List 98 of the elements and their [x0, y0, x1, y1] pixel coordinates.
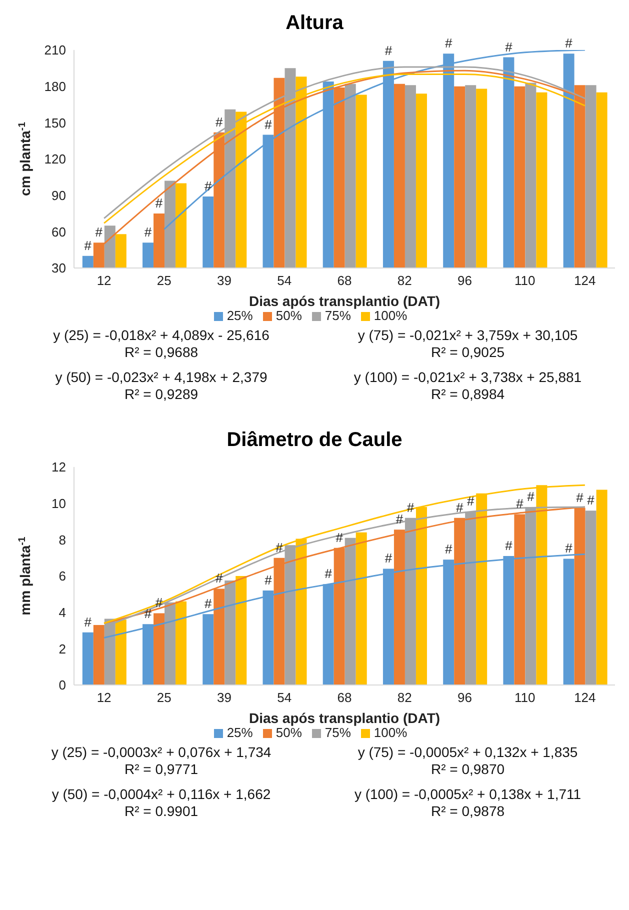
- data-label: #: [444, 36, 453, 51]
- data-label: #: [384, 42, 393, 58]
- x-tick-label: 124: [574, 273, 596, 288]
- data-label: #: [384, 550, 393, 566]
- data-label: #: [336, 530, 344, 545]
- y-tick-label: 90: [52, 188, 66, 203]
- bar: [224, 580, 236, 685]
- x-tick-label: 54: [277, 690, 292, 706]
- y-tick-label: 8: [58, 532, 66, 548]
- x-tick-label: 39: [217, 273, 232, 288]
- data-label: #: [587, 492, 596, 508]
- x-tick-label: 68: [337, 273, 352, 288]
- data-label: #: [324, 566, 333, 582]
- legend-label: 75%: [324, 725, 351, 740]
- y-tick-label: 210: [44, 42, 66, 58]
- bar: [344, 538, 356, 685]
- bar: [356, 532, 367, 685]
- text: R² = 0,9878: [430, 803, 506, 820]
- bar: [176, 601, 187, 685]
- text: y (25) = -0,0003x² + 0,076x + 1,734: [50, 744, 272, 761]
- text: R² = 0,9025: [430, 344, 506, 361]
- bar: [82, 632, 94, 685]
- data-label: #: [466, 494, 475, 509]
- data-label: #: [516, 496, 524, 512]
- text: R² = 0,8984: [430, 386, 506, 403]
- x-tick-label: 110: [514, 273, 536, 288]
- x-tick-label: 110: [514, 690, 536, 706]
- y-tick-label: 150: [44, 115, 66, 130]
- data-label: #: [565, 36, 574, 51]
- y-tick-label: 60: [52, 224, 66, 240]
- data-label: #: [505, 39, 514, 54]
- data-label: #: [204, 596, 213, 612]
- x-tick-label: 12: [96, 273, 112, 288]
- legend-label: 25%: [226, 725, 253, 740]
- data-label: #: [216, 570, 224, 586]
- data-label: #: [576, 490, 584, 505]
- y-tick-label: 120: [44, 152, 66, 167]
- bar: [585, 510, 596, 685]
- data-label: #: [144, 224, 152, 240]
- legend-label: 50%: [276, 725, 302, 740]
- data-label: #: [505, 538, 514, 554]
- data-label: #: [396, 512, 404, 527]
- legend-label: 25%: [226, 308, 253, 323]
- data-label: #: [527, 488, 536, 504]
- text: R² = 0,9870: [430, 761, 506, 778]
- text: y (100) = -0,021x² + 3,738x + 25,881: [352, 369, 583, 386]
- data-label: #: [444, 542, 453, 557]
- chart-title: Altura: [286, 12, 344, 34]
- x-tick-label: 68: [337, 690, 352, 706]
- text: y (25) = -0,018x² + 4,089x - 25,616: [52, 327, 270, 344]
- data-label: #: [155, 196, 164, 210]
- x-tick-label: 25: [156, 273, 172, 288]
- legend-label: 100%: [374, 725, 408, 740]
- y-tick-label: 6: [58, 568, 66, 584]
- data-label: #: [84, 614, 92, 630]
- data-label: #: [264, 572, 273, 588]
- y-tick-label: 2: [58, 641, 66, 656]
- bar: [154, 613, 165, 685]
- data-label: #: [95, 224, 104, 240]
- text: y (75) = -0,021x² + 3,759x + 30,105: [356, 327, 579, 344]
- text: R² = 0,9289: [123, 386, 200, 403]
- legend-label: 75%: [324, 308, 351, 323]
- x-axis-title: Dias após transplantio (DAT): [248, 710, 440, 726]
- chart-title: Diâmetro de Caule: [226, 428, 404, 453]
- y-tick-label: 0: [58, 678, 66, 693]
- y-tick-label: 30: [52, 260, 66, 276]
- text: R² = 0.9901: [123, 803, 200, 820]
- data-label: #: [84, 238, 92, 253]
- text: R² = 0,9688: [123, 344, 200, 361]
- x-tick-label: 82: [397, 273, 412, 288]
- text: y (50) = -0,023x² + 4,198x + 2,379: [54, 369, 268, 386]
- x-tick-label: 82: [397, 690, 412, 706]
- y-tick-label: 10: [52, 496, 66, 511]
- bar: [236, 576, 247, 685]
- bar: [93, 625, 104, 685]
- x-tick-label: 54: [277, 273, 292, 288]
- data-label: #: [456, 500, 464, 515]
- text: R² = 0,9771: [123, 761, 200, 778]
- x-tick-label: 25: [156, 690, 172, 706]
- data-label: #: [216, 114, 224, 130]
- legend-label: 50%: [276, 308, 302, 323]
- legend-label: 100%: [374, 308, 408, 323]
- x-tick-label: 96: [457, 690, 472, 706]
- bar: [596, 490, 608, 685]
- text: y (50) = -0,0004x² + 0,116x + 1,662: [50, 786, 272, 803]
- text: y (100) = -0,0005x² + 0,138x + 1,711: [353, 786, 582, 803]
- x-tick-label: 124: [574, 690, 596, 706]
- x-tick-label: 12: [96, 690, 112, 706]
- data-label: #: [264, 116, 273, 132]
- y-tick-label: 4: [58, 604, 66, 620]
- y-tick-label: 180: [44, 78, 66, 94]
- x-tick-label: 96: [457, 273, 472, 288]
- bar: [563, 558, 574, 685]
- text: y (75) = -0,0005x² + 0,132x + 1,835: [356, 744, 579, 761]
- data-label: #: [565, 540, 574, 556]
- x-axis-title: Dias após transplantio (DAT): [248, 293, 440, 309]
- x-tick-label: 39: [217, 690, 232, 706]
- y-tick-label: 12: [52, 460, 66, 475]
